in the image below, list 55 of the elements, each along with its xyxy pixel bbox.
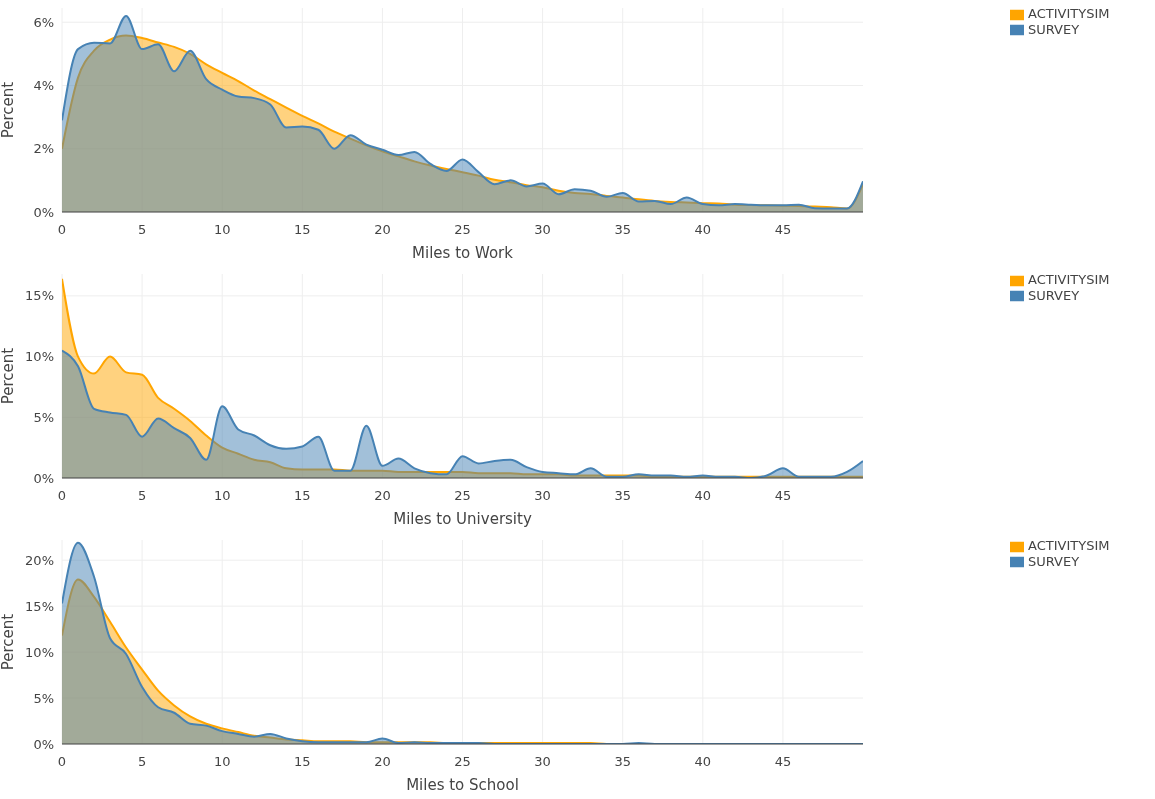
x-axis-title: Miles to School: [406, 776, 519, 794]
y-axis-title: Percent: [0, 81, 18, 139]
x-tick-label: 25: [454, 488, 471, 503]
x-tick-label: 45: [774, 754, 792, 769]
y-tick-label: 2%: [33, 141, 54, 157]
x-tick-label: 10: [213, 488, 231, 503]
x-tick-label: 25: [454, 754, 471, 769]
y-tick-label: 0%: [33, 204, 54, 220]
x-tick-label: 5: [137, 222, 147, 237]
x-tick-label: 20: [374, 754, 391, 769]
x-tick-label: 0: [57, 488, 67, 503]
y-tick-label: 6%: [33, 14, 54, 30]
y-tick-label: 5%: [33, 409, 54, 425]
x-axis-title: Miles to Work: [412, 244, 514, 262]
x-tick-label: 30: [534, 754, 551, 769]
y-tick-label: 0%: [33, 470, 54, 486]
x-tick-label: 5: [137, 488, 147, 503]
x-tick-label: 15: [294, 222, 311, 237]
legend-label: SURVEY: [1028, 553, 1080, 569]
x-tick-label: 40: [694, 488, 712, 503]
legend-label: ACTIVITYSIM: [1028, 272, 1110, 287]
y-tick-label: 10%: [25, 349, 54, 365]
x-tick-label: 15: [294, 754, 311, 769]
x-axis-title: Miles to University: [393, 510, 532, 528]
x-tick-label: 10: [213, 222, 231, 237]
x-tick-label: 40: [694, 222, 712, 237]
x-tick-label: 45: [774, 488, 792, 503]
x-tick-label: 25: [454, 222, 471, 237]
x-tick-label: 35: [614, 754, 631, 769]
x-tick-label: 0: [57, 222, 67, 237]
y-axis-title: Percent: [0, 347, 18, 405]
x-tick-label: 5: [137, 754, 147, 769]
y-tick-label: 0%: [33, 736, 54, 752]
legend-label: ACTIVITYSIM: [1028, 6, 1110, 21]
legend-label: SURVEY: [1028, 21, 1080, 37]
x-tick-label: 45: [774, 222, 792, 237]
x-tick-label: 20: [374, 488, 391, 503]
y-tick-label: 15%: [25, 288, 54, 304]
x-tick-label: 20: [374, 222, 391, 237]
legend-label: ACTIVITYSIM: [1028, 538, 1110, 553]
x-tick-label: 15: [294, 488, 311, 503]
y-axis-title: Percent: [0, 613, 18, 671]
y-tick-label: 5%: [33, 690, 54, 706]
x-tick-label: 0: [57, 754, 67, 769]
x-tick-label: 35: [614, 222, 631, 237]
legend-label: SURVEY: [1028, 287, 1080, 303]
y-tick-label: 4%: [33, 78, 54, 94]
x-tick-label: 10: [213, 754, 231, 769]
y-tick-label: 15%: [25, 598, 54, 614]
x-tick-label: 40: [694, 754, 712, 769]
y-tick-label: 20%: [25, 552, 54, 568]
x-tick-label: 30: [534, 488, 551, 503]
x-tick-label: 30: [534, 222, 551, 237]
y-tick-label: 10%: [25, 644, 54, 660]
x-tick-label: 35: [614, 488, 631, 503]
